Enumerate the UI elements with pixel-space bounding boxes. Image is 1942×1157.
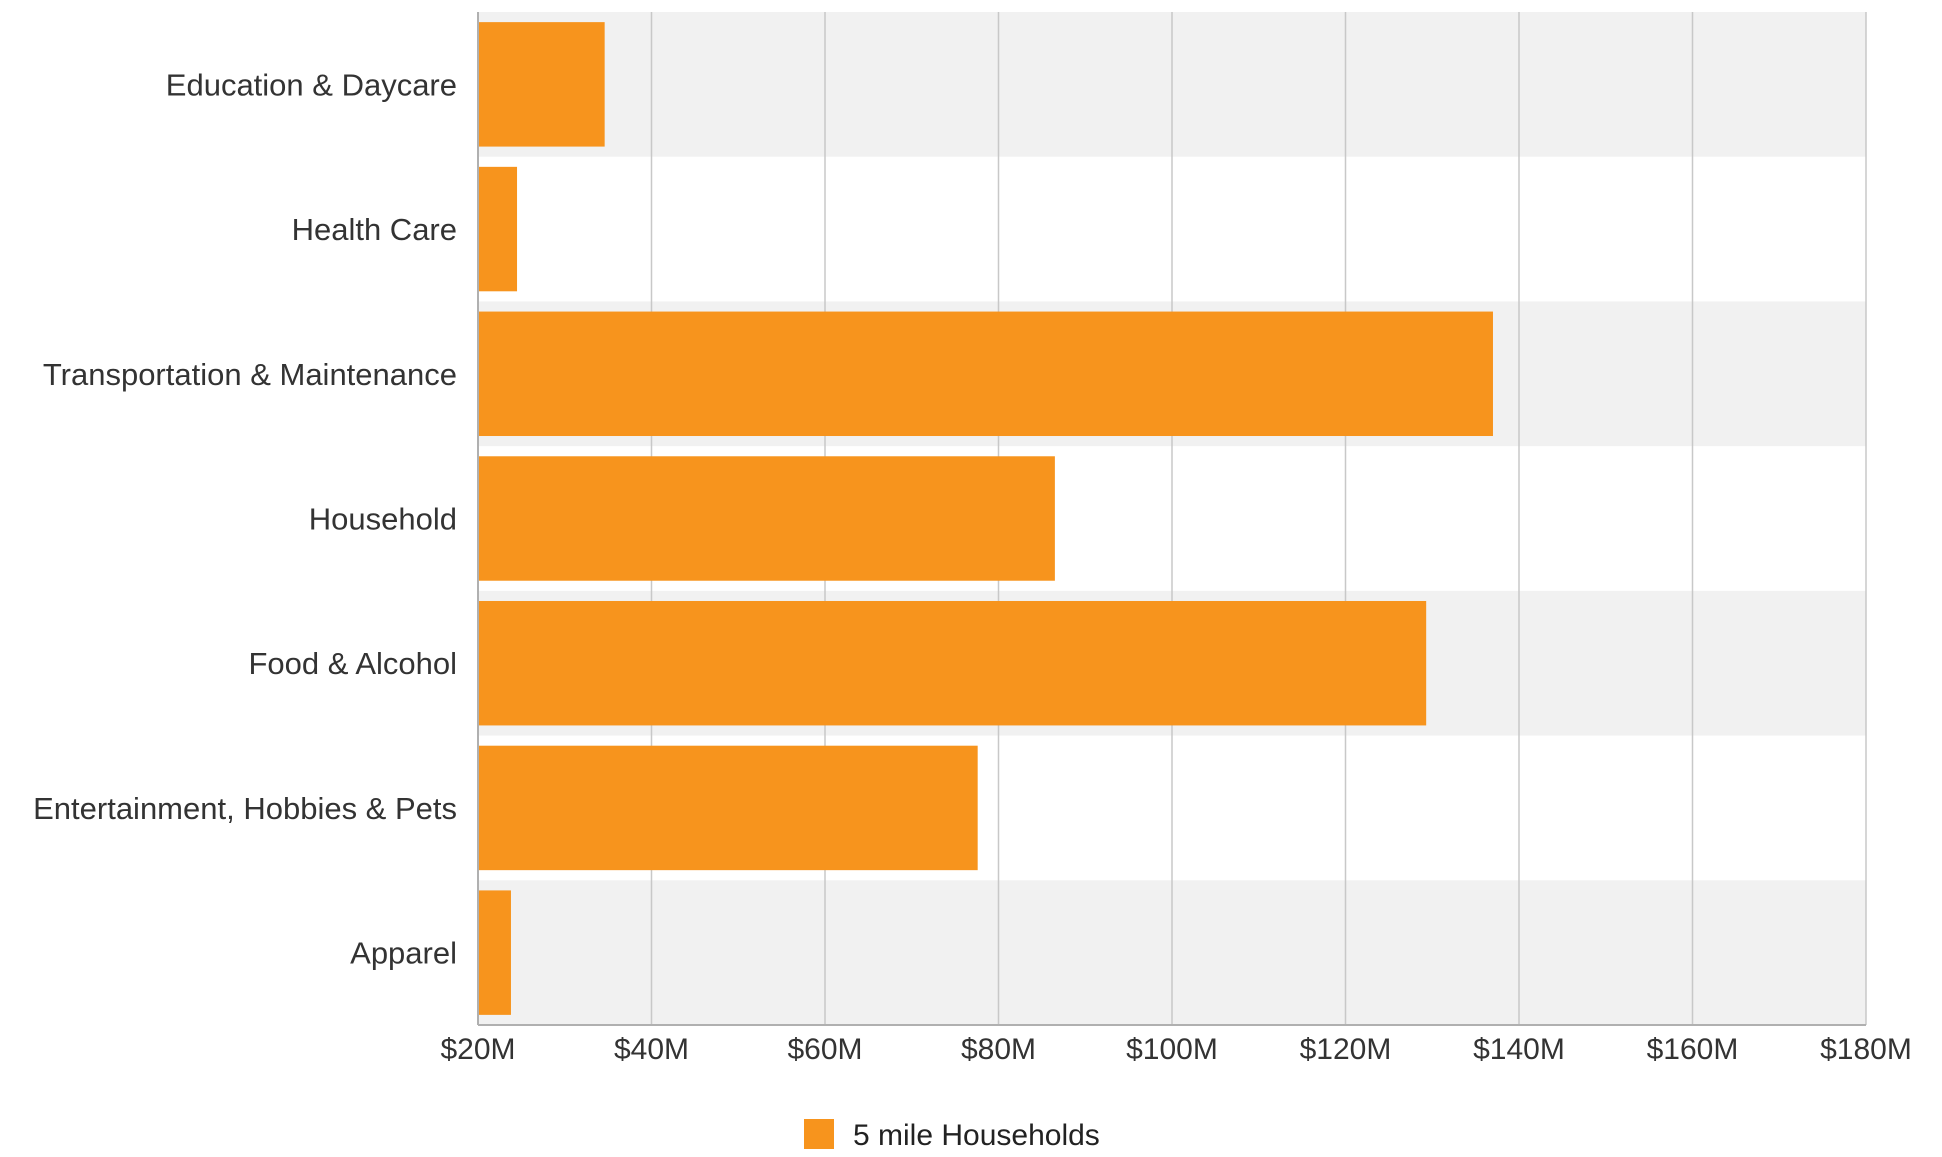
bar-household bbox=[478, 456, 1055, 581]
x-tick-label-20m: $20M bbox=[440, 1033, 515, 1066]
x-tick-label-40m: $40M bbox=[614, 1033, 689, 1066]
legend: 5 mile Households bbox=[804, 1119, 1100, 1152]
bar-health-care bbox=[478, 166, 518, 292]
category-label-entertainment-hobbies-and-pets: Entertainment, Hobbies & Pets bbox=[33, 791, 457, 826]
bar-education-and-daycare bbox=[478, 22, 605, 147]
category-label-health-care: Health Care bbox=[292, 212, 457, 247]
x-tick-labels: $20M $40M $60M $80M $100M $120M $140M $160M $180… bbox=[440, 1033, 1911, 1066]
axes bbox=[477, 12, 1866, 1026]
x-tick-label-180m: $180M bbox=[1820, 1033, 1912, 1066]
category-label-household: Household bbox=[309, 502, 457, 537]
x-tick-label-80m: $80M bbox=[961, 1033, 1036, 1066]
x-tick-label-60m: $60M bbox=[787, 1033, 862, 1066]
category-labels: Education & Daycare Health Care Transporta… bbox=[33, 67, 457, 970]
category-label-education-and-daycare: Education & Daycare bbox=[166, 67, 457, 102]
bar-apparel bbox=[478, 890, 511, 1015]
x-tick-label-160m: $160M bbox=[1647, 1033, 1739, 1066]
bar-transportation-and-maintenance bbox=[478, 311, 1493, 437]
legend-label-5-mile-households: 5 mile Households bbox=[853, 1119, 1100, 1152]
x-tick-label-140m: $140M bbox=[1473, 1033, 1565, 1066]
legend-swatch bbox=[804, 1119, 834, 1149]
category-label-food-and-alcohol: Food & Alcohol bbox=[248, 646, 457, 681]
bar-entertainment-hobbies-and-pets bbox=[478, 745, 978, 871]
x-tick-label-120m: $120M bbox=[1300, 1033, 1392, 1066]
bars bbox=[478, 22, 1493, 1015]
x-tick-label-100m: $100M bbox=[1126, 1033, 1218, 1066]
category-label-apparel: Apparel bbox=[350, 936, 457, 971]
category-label-transportation-and-maintenance: Transportation & Maintenance bbox=[43, 357, 457, 392]
bar-food-and-alcohol bbox=[478, 600, 1427, 726]
